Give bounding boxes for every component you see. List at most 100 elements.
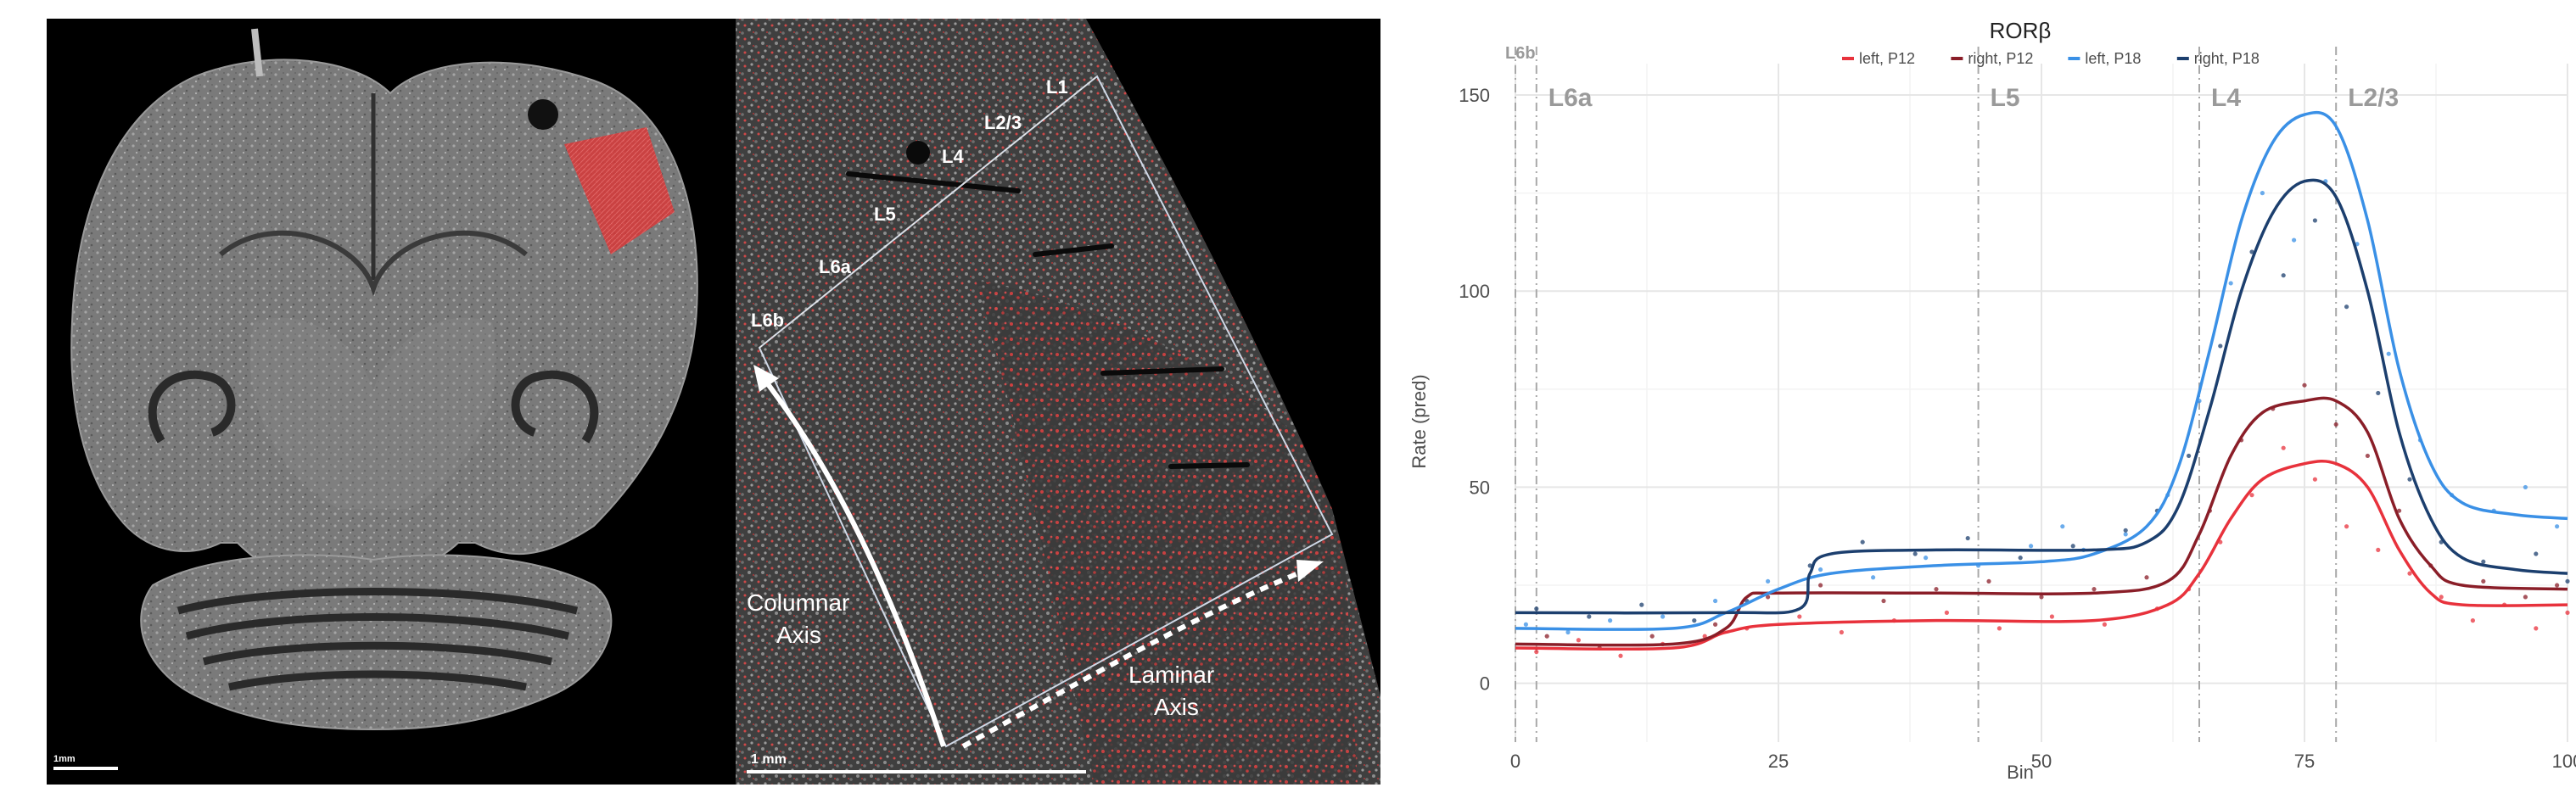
scatter-point <box>1660 614 1666 619</box>
scatter-point <box>2565 610 2570 615</box>
scatter-point <box>1839 629 1844 635</box>
scatter-point <box>1871 575 1876 580</box>
scatter-point <box>2534 626 2539 631</box>
laminar-axis-arrowhead <box>1296 560 1324 582</box>
x-tick-label: 75 <box>2294 751 2315 772</box>
scatter-point <box>1818 583 1823 588</box>
series-line <box>1515 396 2568 647</box>
scatter-point <box>2092 587 2097 592</box>
scatter-point <box>1807 563 1812 568</box>
scatter-point <box>2376 390 2381 396</box>
scatter-point <box>1692 618 1697 623</box>
scatter-point <box>2070 544 2075 549</box>
laminar-axis-label-1: Laminar <box>1128 662 1214 688</box>
zoom-cortex <box>736 19 1380 785</box>
cerebrum-outline <box>70 59 698 586</box>
scatter-point <box>1965 535 1970 541</box>
x-axis-title: Bin <box>2007 762 2034 783</box>
scatter-point <box>2470 618 2475 623</box>
x-tick-label: 50 <box>2031 751 2052 772</box>
scatter-point <box>2249 249 2254 254</box>
layer-boundary-label: L5 <box>1991 84 2020 112</box>
scatter-point <box>2302 383 2307 388</box>
scatter-point <box>1534 606 1539 612</box>
chart-title: RORβ <box>1990 18 2052 43</box>
scatter-point <box>1860 539 1865 544</box>
axis-layer: 0 25 50 75 100 0 50 100 150 <box>1459 85 2576 772</box>
scatter-point <box>2439 595 2444 600</box>
scatter-point <box>1523 622 1528 627</box>
scatter-point <box>1565 629 1571 635</box>
columnar-axis-arrow <box>757 371 946 747</box>
scatter-point <box>2249 493 2254 498</box>
whole-brain-section <box>70 28 698 731</box>
columnar-axis-label-1: Columnar <box>747 589 849 616</box>
grid-layer <box>1515 64 2568 742</box>
scatter-point <box>2481 559 2486 564</box>
legend: left, P12 right, P12 left, P18 right, P18 <box>1842 50 2260 67</box>
scatter-point <box>1608 618 1613 623</box>
layer-boundary-label: L6a <box>1548 84 1593 112</box>
layer-boundary-label: L4 <box>2211 84 2241 112</box>
scatter-point <box>2376 547 2381 553</box>
y-tick-label: 100 <box>1459 281 1490 302</box>
scatter-point <box>2029 544 2034 549</box>
scatter-point <box>1649 634 1655 639</box>
scatter-point <box>2386 351 2391 356</box>
fiducial-hole <box>528 99 558 130</box>
scatter-point <box>1587 614 1592 619</box>
x-tick-label: 0 <box>1510 751 1520 772</box>
scalebar-zoom-label: 1 mm <box>751 752 787 767</box>
analysis-polygon <box>758 75 1334 748</box>
scatter-point <box>2555 583 2560 588</box>
scatter-point <box>2407 477 2412 482</box>
scatter-point <box>2565 578 2570 584</box>
scatter-point <box>2018 556 2023 561</box>
layer-label-l6a: L6a <box>819 256 852 277</box>
layer-label-l6b: L6b <box>751 310 784 331</box>
layer-label-l1: L1 <box>1046 76 1068 98</box>
scatter-point <box>1881 598 1886 604</box>
zoom-hole <box>906 141 930 165</box>
microscopy-panel: 1mm L1 L2/3 L4 L5 L6a L6b <box>47 19 1380 785</box>
scalebar-zoom <box>747 770 1086 773</box>
scatter-point <box>1534 650 1539 655</box>
y-axis-title: Rate (pred) <box>1408 374 1430 468</box>
layer-axis-line <box>759 75 1098 349</box>
x-tick-label: 100 <box>2552 751 2576 772</box>
columnar-axis-arrowhead <box>753 365 779 392</box>
layer-label-l5: L5 <box>874 204 896 225</box>
scatter-point <box>1986 578 1991 584</box>
scatter-point <box>2102 622 2107 627</box>
scalebar-whole-label: 1mm <box>53 754 76 764</box>
scatter-point <box>2144 575 2149 580</box>
scatter-point <box>2523 595 2528 600</box>
scatter-point <box>2281 273 2286 278</box>
scatter-point <box>2365 453 2370 459</box>
outside-brain <box>1086 19 1380 695</box>
scatter-point <box>2312 477 2317 482</box>
scatter-point <box>2292 237 2297 243</box>
scatter-point <box>1912 551 1918 556</box>
layer-label-l4: L4 <box>942 146 964 167</box>
scatter-point <box>2481 578 2486 584</box>
scatter-point <box>2523 484 2528 490</box>
layer-label-l23: L2/3 <box>984 112 1022 133</box>
scatter-point <box>2534 551 2539 556</box>
layer-boundary-label: L6b <box>1505 44 1536 63</box>
legend-label: left, P18 <box>2085 50 2141 67</box>
thalamus <box>249 317 497 509</box>
line-layer <box>1515 110 2568 651</box>
y-tick-label: 0 <box>1480 673 1490 695</box>
laminar-axis-arrow <box>961 567 1308 749</box>
hippocampus <box>148 370 599 444</box>
series-line <box>1515 110 2568 632</box>
scatter-point <box>2049 614 2054 619</box>
scatter-point <box>1996 626 2002 631</box>
scatter-point <box>1576 638 1581 643</box>
scatter-point <box>2344 304 2349 310</box>
scatter-point <box>1544 634 1549 639</box>
scatter-point <box>1944 610 1949 615</box>
